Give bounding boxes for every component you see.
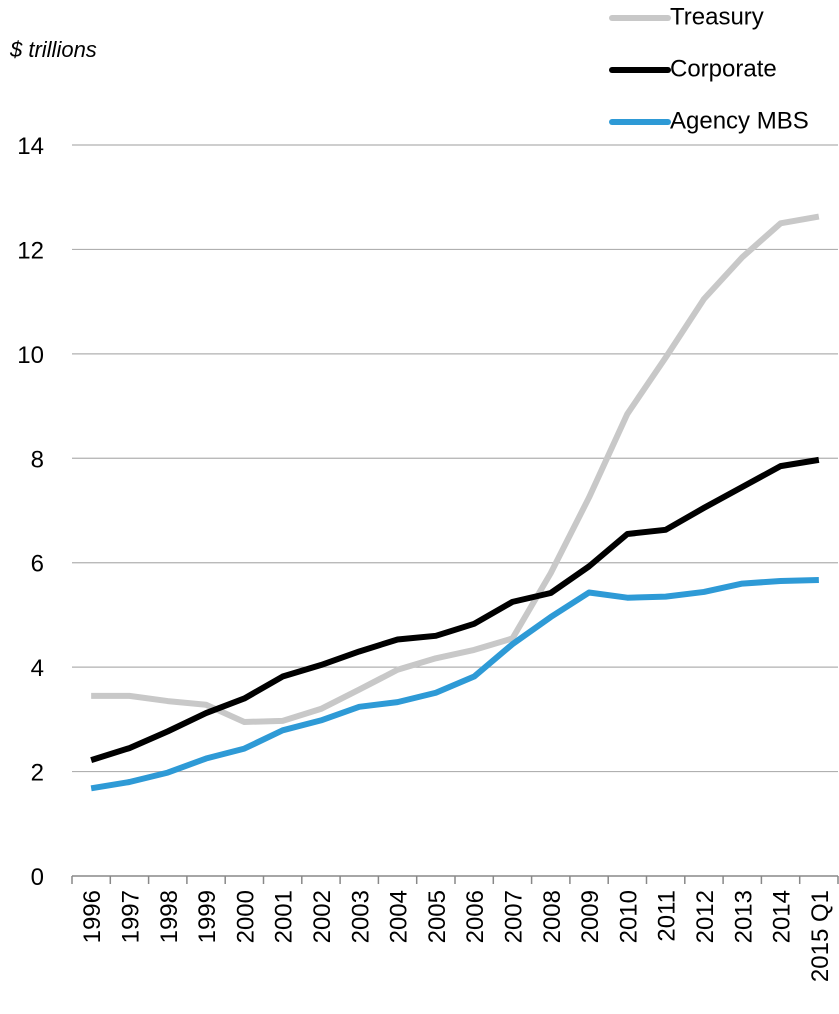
x-tick-label: 2010 — [615, 890, 642, 943]
y-tick-label: 0 — [31, 864, 44, 891]
y-tick-label: 12 — [17, 237, 44, 264]
x-tick-label: 2000 — [232, 890, 259, 943]
legend-label: Treasury — [670, 3, 764, 30]
x-tick-label: 2013 — [730, 890, 757, 943]
y-tick-label: 6 — [31, 551, 44, 578]
x-tick-label: 2011 — [654, 890, 681, 942]
x-tick-label: 2008 — [539, 890, 566, 943]
y-tick-label: 4 — [31, 655, 44, 682]
x-tick-label: 2002 — [309, 890, 336, 943]
y-tick-label: 2 — [31, 760, 44, 787]
x-tick-label: 1997 — [117, 890, 144, 943]
x-tick-label: 2003 — [347, 890, 374, 943]
legend-label: Corporate — [670, 55, 777, 82]
x-tick-label: 1998 — [156, 890, 183, 943]
x-tick-label: 1996 — [79, 890, 106, 943]
x-tick-label: 2015 Q1 — [807, 890, 834, 982]
x-tick-label: 2014 — [769, 890, 796, 943]
line — [91, 213, 820, 725]
x-tick-label: 2006 — [462, 890, 489, 943]
y-tick-label: 14 — [17, 133, 44, 160]
legend-label: Agency MBS — [670, 107, 809, 134]
y-axis-label: $ trillions — [9, 37, 97, 62]
line — [90, 576, 819, 792]
y-tick-label: 10 — [17, 342, 44, 369]
x-tick-label: 2001 — [271, 890, 298, 943]
x-tick-label: 2009 — [577, 890, 604, 943]
x-tick-label: 1999 — [194, 890, 221, 943]
x-tick-label: 2012 — [692, 890, 719, 943]
line — [90, 456, 820, 763]
y-tick-label: 8 — [31, 446, 44, 473]
x-tick-label: 2007 — [500, 890, 527, 943]
x-tick-label: 2004 — [386, 890, 413, 943]
x-tick-label: 2005 — [424, 890, 451, 943]
